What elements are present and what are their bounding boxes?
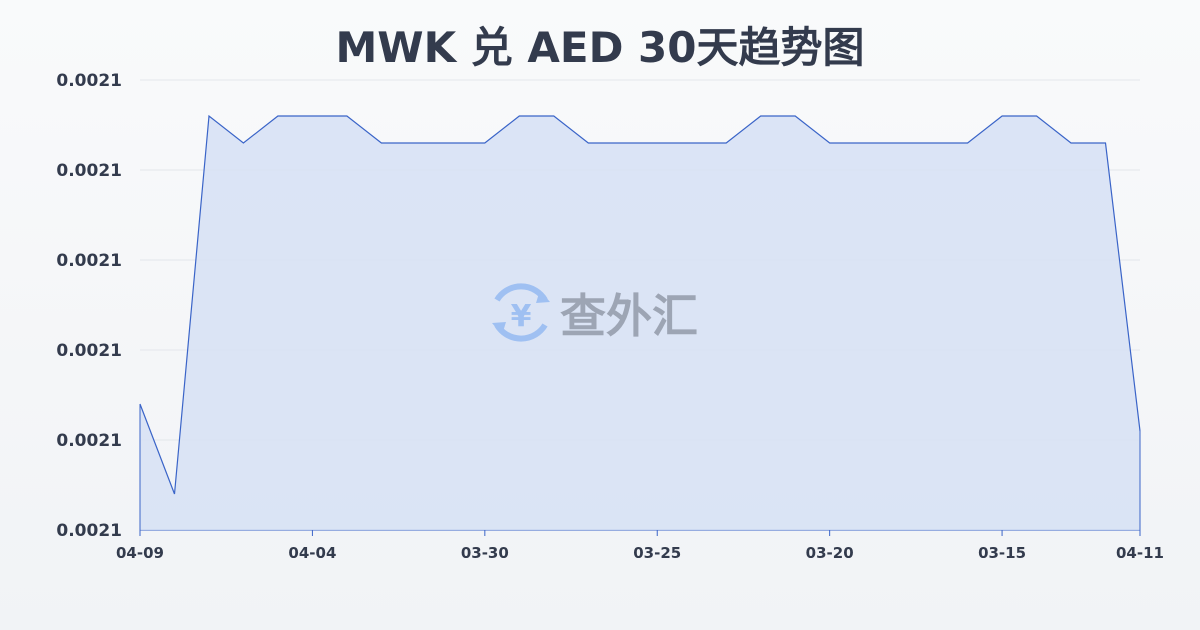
x-tick-label: 03-20 [806, 544, 854, 562]
x-tick-label: 03-30 [461, 544, 509, 562]
y-tick-label: 0.0021 [56, 341, 122, 361]
yen-exchange-icon: ¥ [492, 283, 550, 342]
x-tick-label: 04-11 [1116, 544, 1164, 562]
area-fill [140, 116, 1140, 530]
series-line [139, 114, 1141, 495]
y-tick-label: 0.0021 [56, 521, 122, 541]
x-tick-label: 03-15 [978, 544, 1026, 562]
watermark-text: 查外汇 [560, 289, 698, 343]
x-tick-label: 04-09 [116, 544, 164, 562]
x-tick-label: 04-04 [288, 544, 336, 562]
chart-title: MWK 兑 AED 30天趋势图 [335, 23, 865, 72]
y-tick-label: 0.0021 [56, 161, 122, 181]
y-tick-label: 0.0021 [56, 71, 122, 91]
svg-text:¥: ¥ [511, 299, 532, 334]
y-tick-label: 0.0021 [56, 251, 122, 271]
x-tick-label: 03-25 [633, 544, 681, 562]
watermark: ¥ 查外汇 [492, 283, 698, 343]
y-tick-label: 0.0021 [56, 431, 122, 451]
